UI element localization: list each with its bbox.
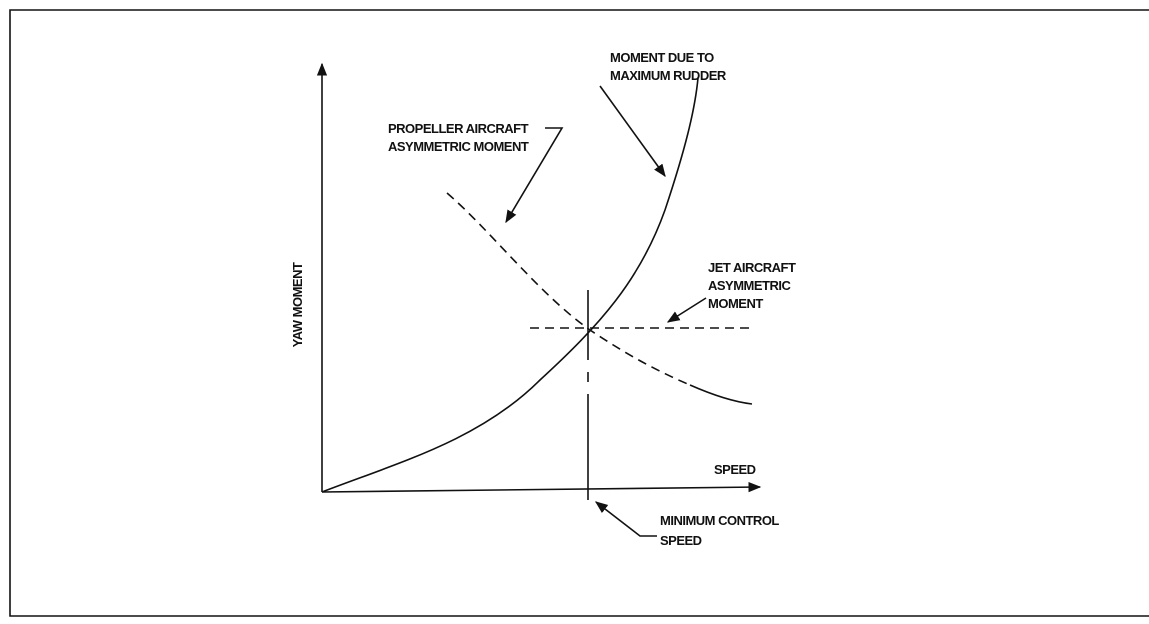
annotation: MOMENT DUE TO: [610, 50, 714, 65]
y-axis-label: YAW MOMENT: [290, 262, 305, 347]
propeller-curve-tail: [689, 384, 753, 405]
annotation: MINIMUM CONTROL: [660, 513, 779, 528]
leader: [594, 501, 657, 537]
leader: [666, 297, 707, 323]
annotation: ASYMMETRIC MOMENT: [388, 139, 529, 154]
propeller-curve: [446, 192, 691, 386]
frame: [9, 9, 1149, 617]
leader: [599, 85, 666, 178]
annotation: JET AIRCRAFT: [708, 260, 796, 275]
annotation: MAXIMUM RUDDER: [610, 68, 727, 83]
leader: [505, 127, 564, 224]
x-axis-label: SPEED: [714, 462, 756, 477]
annotation: MOMENT: [708, 296, 763, 311]
annotation: ASYMMETRIC: [708, 278, 792, 293]
annotation: PROPELLER AIRCRAFT: [388, 121, 529, 136]
rudder-curve: [321, 77, 699, 493]
annotation: SPEED: [660, 533, 702, 548]
x-axis: [321, 482, 762, 493]
